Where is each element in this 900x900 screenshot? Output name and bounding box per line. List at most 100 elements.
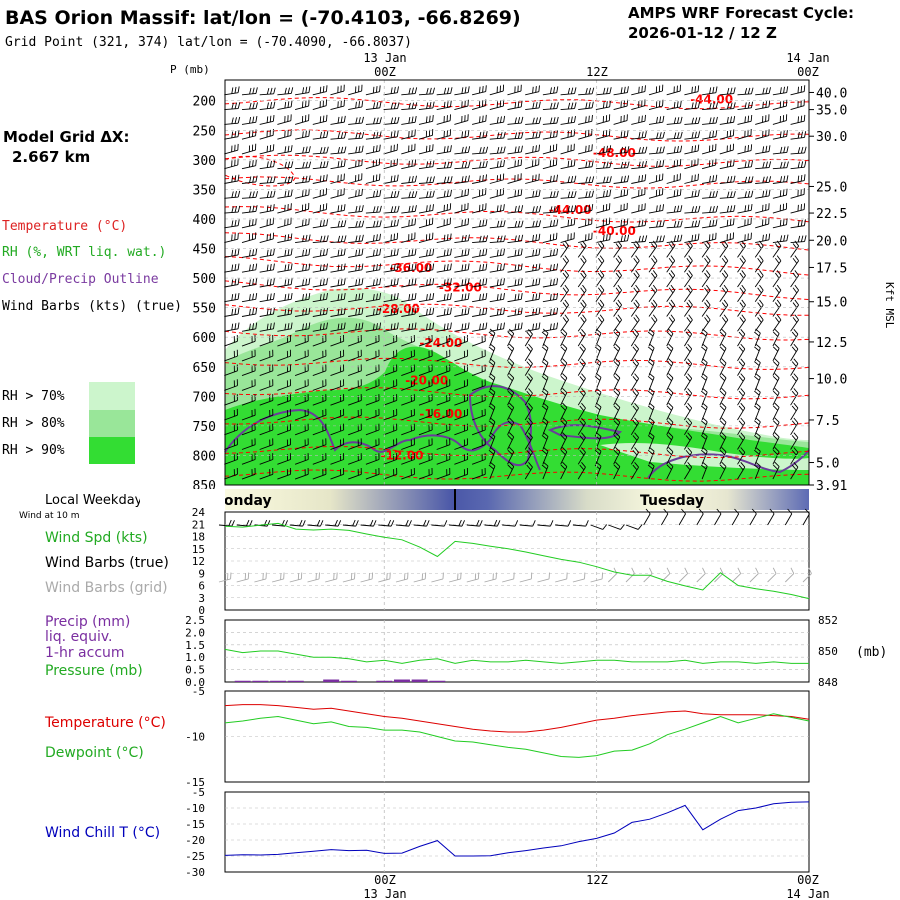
upper-wind-barb xyxy=(684,205,701,214)
precip-bar xyxy=(234,680,251,682)
upper-wind-barb xyxy=(294,408,309,421)
upper-wind-barb xyxy=(312,235,329,244)
upper-wind-barb xyxy=(454,394,469,406)
pressure-tick-label: 200 xyxy=(193,95,216,110)
wind-barb-true xyxy=(413,519,430,527)
upper-wind-barb xyxy=(383,232,399,244)
upper-wind-barb xyxy=(719,270,729,288)
upper-wind-barb xyxy=(401,349,415,362)
upper-wind-barb xyxy=(418,438,433,450)
precip-bars xyxy=(234,679,446,682)
upper-wind-barb xyxy=(383,86,399,96)
upper-wind-barb xyxy=(772,461,780,480)
upper-wind-barb xyxy=(560,387,568,406)
upper-wind-barb xyxy=(348,84,363,96)
panel-tick-label: 18 xyxy=(192,531,205,544)
upper-wind-barb xyxy=(330,307,346,317)
rh-label-80: RH > 80% xyxy=(2,416,65,431)
upper-wind-barb xyxy=(701,240,711,258)
upper-wind-barb xyxy=(666,314,676,332)
upper-wind-barb xyxy=(719,240,729,258)
upper-wind-barb xyxy=(666,255,676,273)
upper-wind-barb xyxy=(578,232,593,244)
upper-wind-barb xyxy=(330,278,346,288)
upper-wind-barb xyxy=(241,292,258,303)
upper-wind-barb xyxy=(772,270,782,288)
upper-wind-barb xyxy=(719,143,735,155)
upper-wind-barb xyxy=(312,99,327,111)
upper-wind-barb xyxy=(542,86,559,96)
label-precip-2: liq. equiv. xyxy=(45,629,112,645)
wind-barb-true xyxy=(519,520,536,527)
precip-bar xyxy=(376,680,393,682)
wind-panel-frame xyxy=(224,511,810,611)
upper-wind-barb xyxy=(737,284,746,302)
upper-wind-barb xyxy=(578,129,593,140)
upper-wind-barb xyxy=(772,86,789,96)
upper-wind-barb xyxy=(312,467,327,480)
upper-wind-barb xyxy=(277,263,293,273)
precip-bar xyxy=(429,680,446,682)
upper-wind-barb xyxy=(560,343,568,362)
upper-wind-barb xyxy=(454,202,469,214)
kft-tick-label: 17.5 xyxy=(816,261,847,276)
upper-wind-barb xyxy=(365,117,382,125)
upper-wind-barb xyxy=(755,87,771,96)
upper-wind-barb xyxy=(507,373,515,391)
upper-wind-barb xyxy=(702,102,719,111)
upper-wind-barb xyxy=(471,394,486,406)
upper-wind-barb xyxy=(489,99,505,111)
upper-wind-barb xyxy=(348,220,365,229)
pressure-tick-label: 300 xyxy=(193,154,216,169)
upper-wind-barb xyxy=(524,447,533,465)
upper-wind-barb xyxy=(630,373,639,391)
upper-wind-barb xyxy=(259,307,275,317)
kft-tick-label: 25.0 xyxy=(816,180,847,195)
upper-wind-barb xyxy=(790,447,799,465)
upper-wind-barb xyxy=(401,218,417,229)
temperature-contour-label: -16.00 xyxy=(419,407,462,421)
upper-wind-barb xyxy=(312,322,328,332)
upper-wind-barb xyxy=(577,432,586,450)
upper-wind-barb xyxy=(259,190,276,199)
rh-swatch-70 xyxy=(89,382,135,410)
upper-wind-barb xyxy=(401,322,417,332)
upper-wind-barb xyxy=(294,438,309,450)
upper-wind-barb xyxy=(525,248,541,258)
upper-wind-barb xyxy=(277,203,292,214)
upper-wind-barb xyxy=(525,233,541,244)
upper-wind-barb xyxy=(578,144,593,155)
precip-panel-frame xyxy=(224,619,810,683)
rh-swatch-80 xyxy=(89,410,135,437)
wind-speed-line xyxy=(224,522,810,600)
upper-wind-barb xyxy=(737,417,746,436)
upper-wind-barb xyxy=(560,232,575,244)
upper-wind-barb xyxy=(401,278,417,288)
upper-wind-barb xyxy=(383,130,399,140)
panel-tick-label: -10 xyxy=(185,802,205,815)
upper-wind-barb xyxy=(436,379,451,391)
upper-wind-barb xyxy=(418,114,434,125)
upper-wind-barb xyxy=(401,159,417,170)
upper-wind-barb xyxy=(488,461,496,480)
upper-wind-barb xyxy=(436,453,451,465)
upper-wind-barb xyxy=(790,462,799,480)
upper-wind-barb xyxy=(436,322,452,332)
upper-wind-barb xyxy=(542,116,559,125)
upper-wind-barb xyxy=(772,314,782,332)
upper-wind-barb xyxy=(630,417,639,436)
upper-wind-barb xyxy=(241,191,258,199)
upper-wind-barb xyxy=(648,84,664,96)
weekday-left-mask xyxy=(140,489,225,510)
upper-wind-barb xyxy=(436,438,451,450)
upper-wind-barb xyxy=(312,349,327,362)
upper-wind-barb xyxy=(330,173,345,184)
upper-wind-barb xyxy=(330,146,347,155)
upper-wind-barb xyxy=(560,373,568,391)
upper-wind-barb xyxy=(489,263,505,273)
upper-wind-barb xyxy=(542,248,559,258)
upper-wind-barb xyxy=(719,461,727,480)
upper-wind-barb xyxy=(613,175,630,184)
upper-wind-barb xyxy=(507,343,515,362)
